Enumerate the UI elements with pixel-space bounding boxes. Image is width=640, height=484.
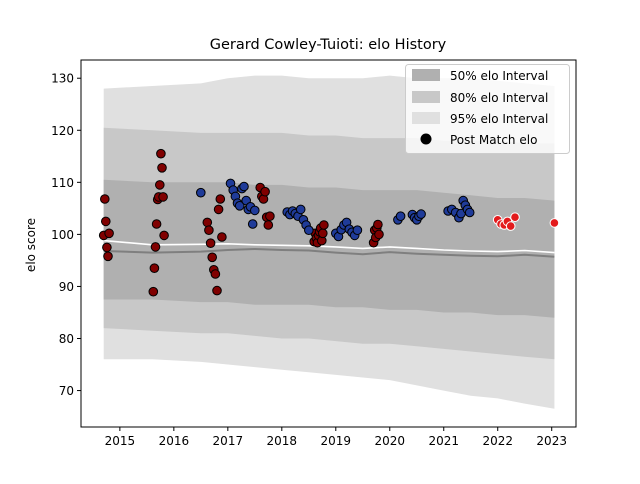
legend-label-points: Post Match elo [450, 133, 537, 147]
x-tick-label: 2022 [482, 434, 513, 448]
plot-area [98, 75, 560, 409]
data-point [318, 228, 328, 239]
data-point [212, 285, 222, 296]
data-point [204, 225, 214, 235]
data-point [395, 211, 406, 221]
data-point [260, 186, 270, 197]
data-point [505, 221, 516, 231]
y-tick-label: 110 [51, 176, 74, 190]
y-axis-label: elo score [24, 218, 38, 272]
y-tick-label: 80 [59, 332, 74, 346]
x-tick-label: 2017 [213, 434, 244, 448]
data-point [205, 238, 216, 248]
legend: 50% elo Interval 80% elo Interval 95% el… [405, 64, 570, 154]
data-point [374, 229, 384, 240]
x-tick-label: 2019 [321, 434, 352, 448]
y-tick-label: 130 [51, 72, 74, 86]
data-point [102, 242, 112, 253]
data-point [155, 180, 165, 190]
x-tick-label: 2018 [267, 434, 298, 448]
data-point [510, 212, 520, 222]
data-point [103, 251, 113, 262]
chart-title: Gerard Cowley-Tuioti: elo History [210, 37, 447, 53]
data-point [101, 216, 111, 227]
data-point [215, 194, 226, 204]
data-point [295, 204, 306, 215]
data-point [265, 211, 275, 221]
data-point [202, 217, 213, 228]
data-point [157, 163, 167, 173]
data-point [210, 269, 221, 279]
data-point [250, 205, 260, 216]
y-tick-label: 90 [59, 280, 74, 294]
data-point [416, 209, 426, 219]
axes: 2015 2016 2017 2018 2019 2020 2021 2022 2023 70 80… [51, 59, 577, 448]
legend-label-50: 50% elo Interval [450, 69, 548, 83]
legend-swatch-80 [412, 91, 440, 103]
x-tick-label: 2016 [159, 434, 190, 448]
x-tick-label: 2020 [374, 434, 405, 448]
data-point [373, 219, 383, 230]
median-line [103, 247, 555, 258]
data-point [207, 252, 217, 263]
axes-frame [80, 59, 577, 428]
x-tick-label: 2015 [105, 434, 136, 448]
data-point [158, 192, 168, 202]
data-point [150, 242, 161, 252]
x-tick-label: 2023 [536, 434, 567, 448]
legend-frame [405, 64, 570, 154]
data-point [149, 263, 160, 274]
data-point [156, 148, 166, 159]
legend-swatch-95 [412, 112, 440, 124]
data-point [104, 228, 114, 239]
legend-label-95: 95% elo Interval [450, 112, 548, 126]
x-tick-label: 2021 [428, 434, 459, 448]
data-point [263, 220, 274, 230]
legend-swatch-50 [412, 69, 440, 81]
data-point [217, 232, 227, 242]
y-tick-label: 70 [59, 384, 74, 398]
data-point [549, 218, 560, 228]
y-tick-label: 120 [51, 124, 74, 138]
data-point [213, 204, 224, 215]
data-point [196, 187, 206, 198]
data-point [239, 181, 249, 192]
data-point [100, 194, 110, 204]
data-point [304, 225, 314, 235]
data-point [319, 220, 329, 230]
data-point [352, 225, 363, 235]
data-point [234, 201, 245, 211]
band-50 [103, 179, 555, 318]
y-tick-label: 100 [51, 228, 74, 242]
data-point [464, 207, 475, 218]
legend-marker-points [420, 133, 432, 145]
data-point [151, 219, 162, 229]
data-point [247, 219, 258, 229]
legend-label-80: 80% elo Interval [450, 91, 548, 105]
data-point [148, 286, 159, 297]
data-point [159, 230, 169, 241]
